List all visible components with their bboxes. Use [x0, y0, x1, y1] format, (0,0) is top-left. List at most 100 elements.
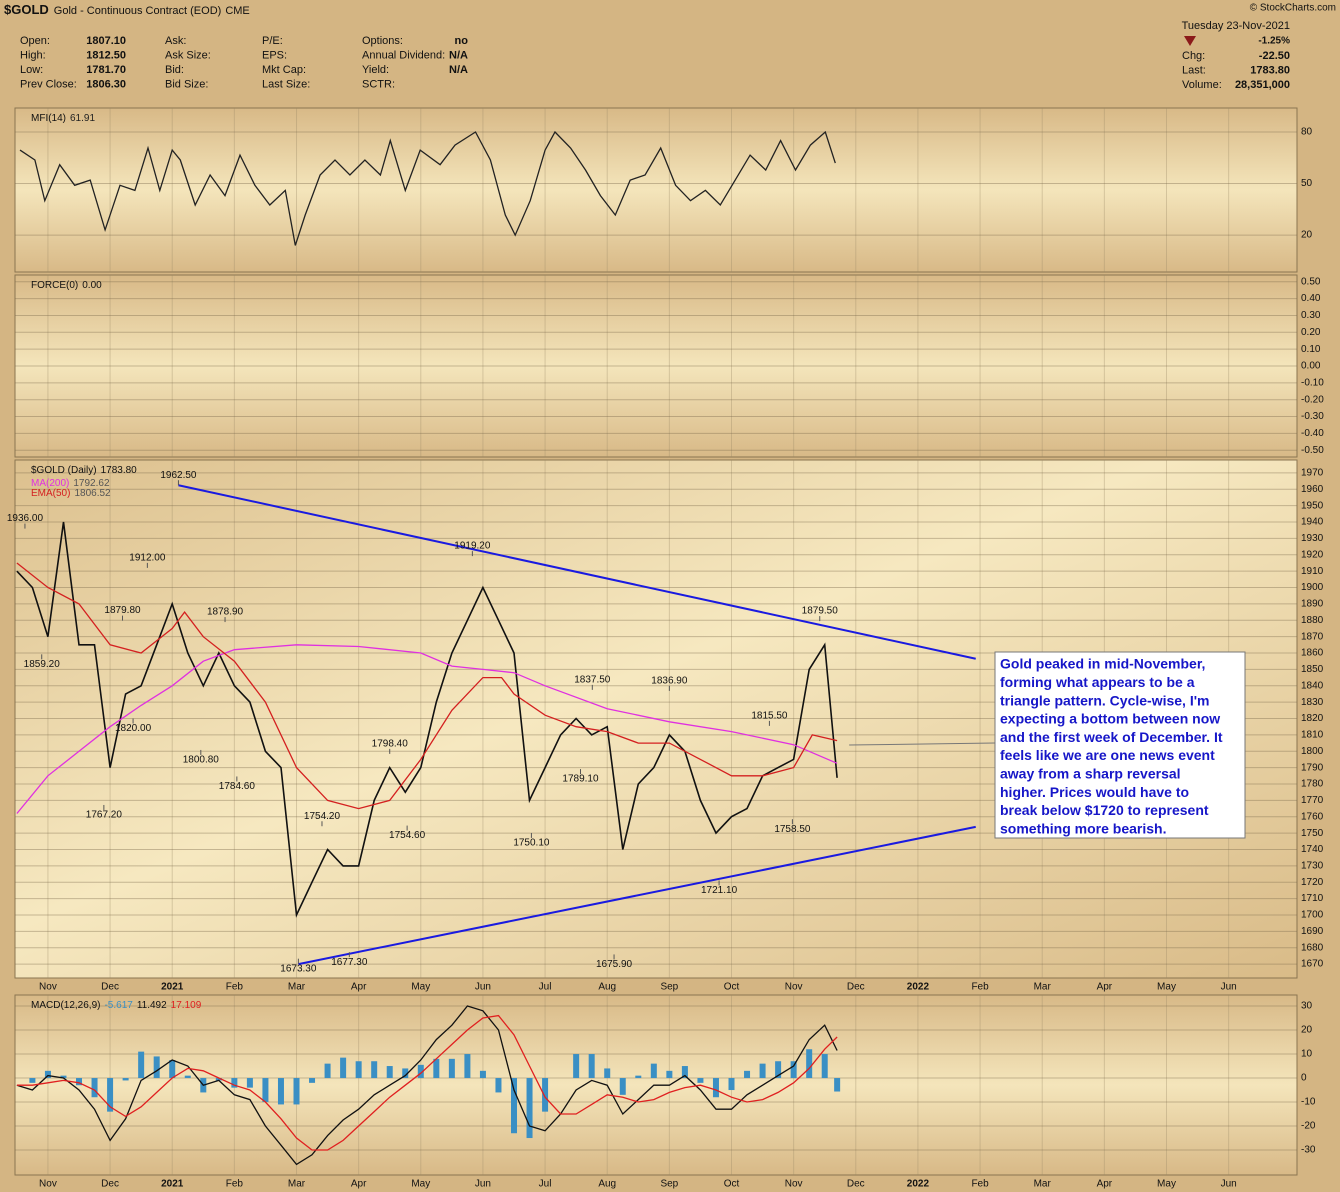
- y-tick-label: 0.30: [1301, 310, 1321, 321]
- histogram-bar: [834, 1078, 841, 1092]
- histogram-bar: [402, 1068, 409, 1079]
- y-tick-label: 1880: [1301, 615, 1324, 626]
- x-tick-label: Oct: [724, 1179, 740, 1190]
- y-tick-label: 1900: [1301, 582, 1324, 593]
- legend-value: 11.492: [137, 1000, 167, 1011]
- histogram-bar: [371, 1061, 378, 1079]
- note-line: away from a sharp reversal: [1000, 766, 1181, 782]
- y-tick-label: 1690: [1301, 926, 1324, 937]
- note-connector: [849, 742, 996, 746]
- histogram-bar: [495, 1078, 502, 1093]
- y-tick-label: 1680: [1301, 942, 1324, 953]
- field-value: 1812.50: [86, 49, 126, 61]
- annotation-label: 1800.80: [183, 755, 220, 766]
- x-tick-label: Apr: [1097, 982, 1113, 993]
- field-label: Last Size:: [262, 78, 310, 90]
- copyright: © StockCharts.com: [1250, 3, 1336, 14]
- y-tick-label: 1750: [1301, 828, 1324, 839]
- legend-title: FORCE(0): [31, 280, 78, 291]
- y-tick-label: 1770: [1301, 795, 1324, 806]
- annotation-label: 1820.00: [115, 723, 152, 734]
- x-tick-label: May: [411, 1179, 430, 1190]
- annotation-label: 1879.80: [104, 605, 141, 616]
- y-tick-label: -0.20: [1301, 394, 1324, 405]
- x-tick-label: Dec: [101, 1179, 119, 1190]
- y-tick-label: 1800: [1301, 746, 1324, 757]
- histogram-bar: [635, 1075, 642, 1079]
- y-tick-label: 30: [1301, 1001, 1313, 1012]
- y-tick-label: 1940: [1301, 517, 1324, 528]
- note-line: feels like we are one news event: [1000, 747, 1215, 763]
- x-tick-label: Jun: [475, 1179, 491, 1190]
- histogram-bar: [790, 1061, 797, 1079]
- x-tick-label: 2022: [907, 982, 930, 993]
- y-tick-label: 20: [1301, 230, 1313, 241]
- panel: [14, 107, 1298, 273]
- legend-value: 61.91: [70, 113, 95, 124]
- field-value: 1781.70: [86, 64, 126, 76]
- series-line: [16, 1014, 838, 1151]
- annotation-label: 1859.20: [24, 659, 61, 670]
- histogram-bar: [231, 1078, 238, 1088]
- y-tick-label: 1860: [1301, 648, 1324, 659]
- x-tick-label: Mar: [288, 1179, 306, 1190]
- annotation-label: 1721.10: [701, 885, 738, 896]
- legend-value: 1792.62: [73, 478, 110, 489]
- y-tick-label: 1820: [1301, 713, 1324, 724]
- x-tick-label: Oct: [724, 982, 740, 993]
- legend-value: 17.109: [171, 1000, 202, 1011]
- annotation-label: 1837.50: [574, 674, 611, 685]
- note-line: break below $1720 to represent: [1000, 802, 1209, 818]
- histogram-bar: [324, 1063, 331, 1079]
- field-label: P/E:: [262, 35, 283, 47]
- x-tick-label: Jun: [1221, 1179, 1237, 1190]
- down-arrow: [1184, 36, 1196, 46]
- histogram-bar: [588, 1054, 595, 1079]
- note-line: something more bearish.: [1000, 820, 1166, 836]
- y-tick-label: 1740: [1301, 844, 1324, 855]
- y-tick-label: -20: [1301, 1121, 1316, 1132]
- symbol: $GOLD: [4, 2, 49, 17]
- exchange: CME: [225, 5, 249, 17]
- histogram-bar: [355, 1061, 362, 1079]
- field-value: 1807.10: [86, 35, 126, 47]
- y-tick-label: 1920: [1301, 549, 1324, 560]
- field-label: Ask:: [165, 35, 186, 47]
- note-line: forming what appears to be a: [1000, 674, 1195, 690]
- title: $GOLD Gold - Continuous Contract (EOD) CME: [4, 2, 250, 17]
- field-label: Mkt Cap:: [262, 64, 306, 76]
- histogram-bar: [697, 1078, 704, 1083]
- x-tick-label: Nov: [785, 982, 803, 993]
- y-tick-label: 1930: [1301, 533, 1324, 544]
- y-tick-label: 80: [1301, 127, 1313, 138]
- histogram-bar: [712, 1078, 719, 1098]
- x-tick-label: Mar: [1034, 982, 1052, 993]
- x-tick-label: 2021: [161, 982, 184, 993]
- histogram-bar: [759, 1063, 766, 1079]
- histogram-bar: [277, 1078, 284, 1105]
- field-value: 1806.30: [86, 78, 126, 90]
- note-line: triangle pattern. Cycle-wise, I'm: [1000, 692, 1210, 708]
- y-tick-label: 1970: [1301, 468, 1324, 479]
- field-value: -22.50: [1259, 50, 1290, 62]
- histogram-bar: [44, 1070, 51, 1079]
- panel-legend: MFI(14) 61.91: [31, 113, 95, 124]
- y-tick-label: 10: [1301, 1049, 1313, 1060]
- y-tick-label: 1760: [1301, 811, 1324, 822]
- series-line: [16, 1005, 838, 1166]
- y-tick-label: -0.10: [1301, 377, 1324, 388]
- x-tick-label: Mar: [1034, 1179, 1052, 1190]
- field-label: Last:: [1182, 64, 1206, 76]
- histogram-bar: [122, 1078, 129, 1081]
- field-label: Volume:: [1182, 79, 1222, 91]
- y-tick-label: 1910: [1301, 566, 1324, 577]
- note-line: higher. Prices would have to: [1000, 784, 1189, 800]
- y-tick-label: -0.50: [1301, 445, 1324, 456]
- y-tick-label: 1810: [1301, 730, 1324, 741]
- x-tick-label: May: [1157, 1179, 1176, 1190]
- annotation-label: 1936.00: [7, 513, 44, 524]
- legend-title: MFI(14): [31, 113, 66, 124]
- histogram-bar: [448, 1058, 455, 1079]
- field-label: Bid:: [165, 64, 184, 76]
- x-tick-label: Jul: [539, 982, 552, 993]
